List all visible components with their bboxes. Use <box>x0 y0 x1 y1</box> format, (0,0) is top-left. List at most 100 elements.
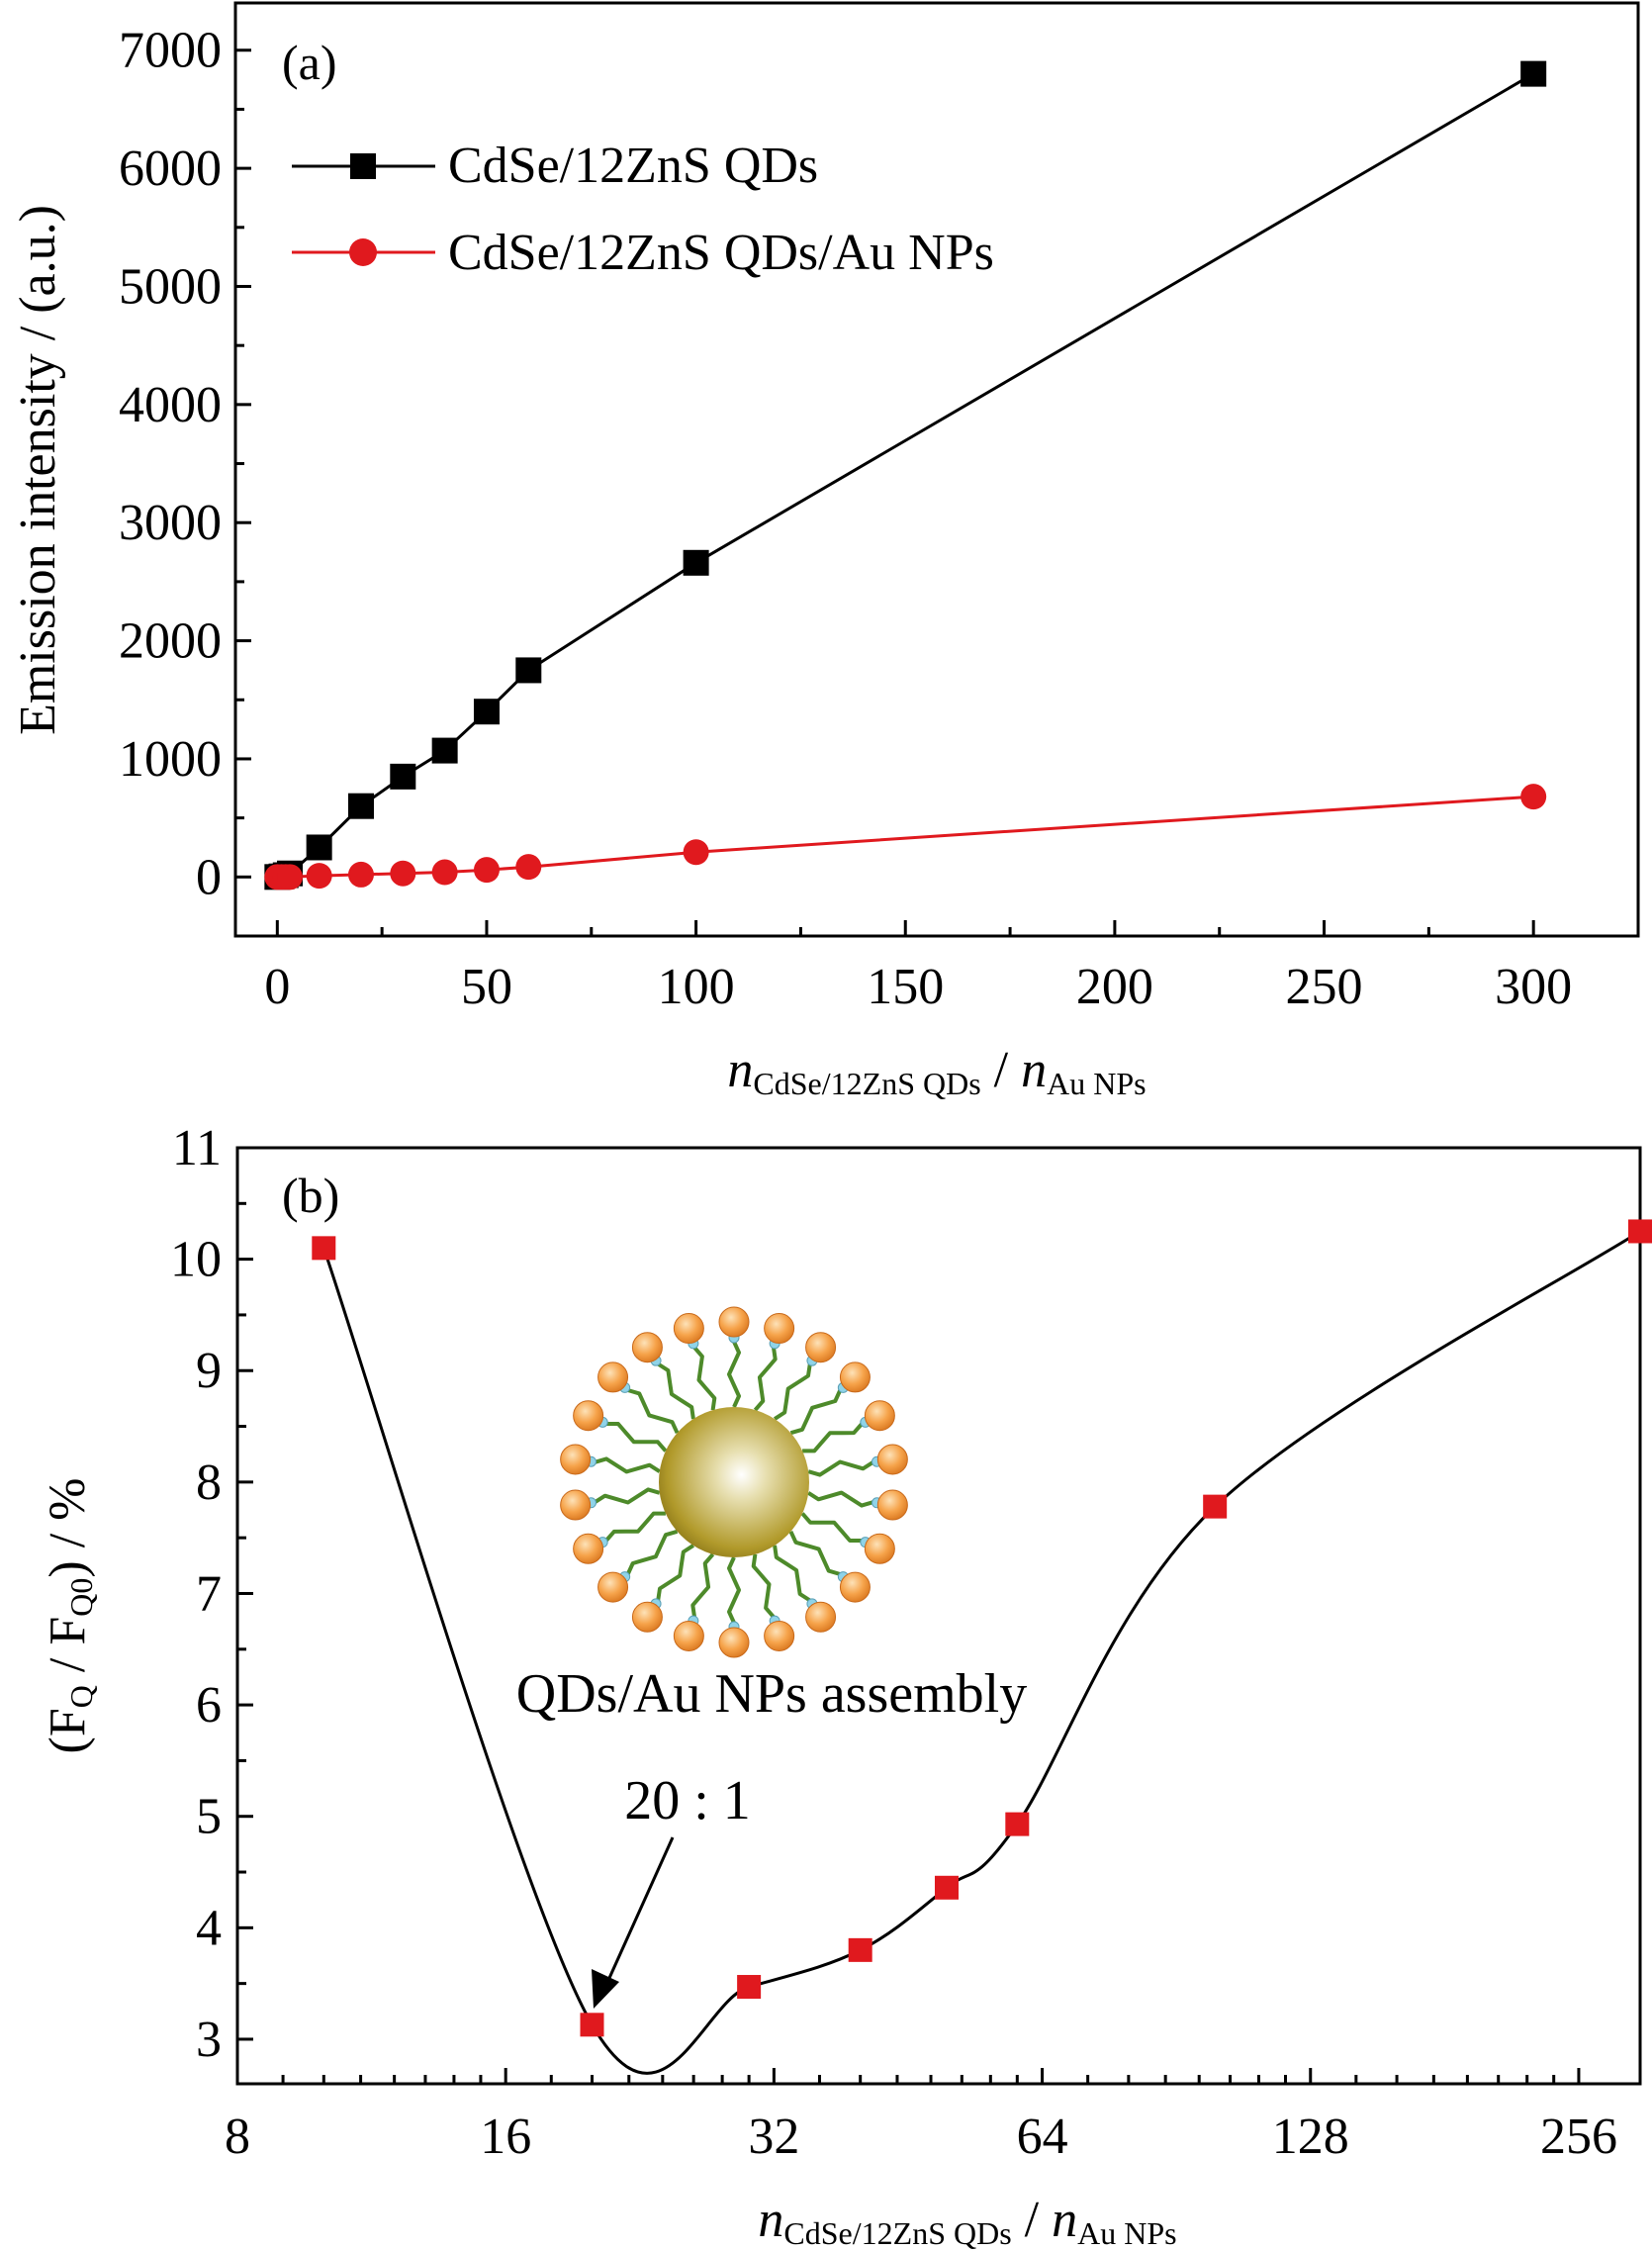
y-tick-label: 0 <box>196 849 222 905</box>
data-point-circle <box>306 863 332 890</box>
gold-nanoparticle <box>659 1407 809 1557</box>
y-tick-label: 3 <box>196 2012 222 2068</box>
ligand-chain <box>753 1347 778 1412</box>
x-tick-label: 32 <box>748 2109 799 2165</box>
panel-b-series <box>312 1219 1652 2075</box>
quantum-dot <box>718 1306 750 1338</box>
x-tick-label: 150 <box>867 959 944 1015</box>
ligand-chain <box>800 1512 863 1543</box>
data-point-square <box>473 699 500 725</box>
ligand-chain <box>605 1422 668 1453</box>
x-tick-label: 50 <box>461 959 512 1015</box>
data-point-circle <box>347 861 374 888</box>
quantum-dot <box>764 1620 795 1651</box>
data-point-square <box>390 763 416 790</box>
quantum-dot <box>573 1400 604 1432</box>
panel-b-label: (b) <box>282 1168 339 1223</box>
y-tick-label: 6 <box>196 1677 222 1734</box>
data-point-square <box>1628 1219 1652 1244</box>
quantum-dot <box>876 1489 908 1521</box>
y-tick-label: 10 <box>170 1232 222 1288</box>
ratio-annotation: 20 : 1 <box>624 1770 751 1831</box>
y-tick-label: 7000 <box>119 23 222 79</box>
data-point-square <box>934 1875 959 1900</box>
data-point-square <box>683 549 709 576</box>
x-tick-label: 16 <box>480 2109 531 2165</box>
x-tick-label: 100 <box>658 959 735 1015</box>
y-tick-label: 7 <box>196 1565 222 1622</box>
data-point-square <box>580 2013 604 2037</box>
ligand-chain <box>774 1363 812 1421</box>
panel-a-series <box>264 60 1547 891</box>
quantum-dot <box>673 1620 704 1651</box>
quantum-dot <box>839 1571 871 1603</box>
panel-a: 0 50 100 150 200 250 3000100020003000400050006… <box>10 1 1640 1101</box>
x-tick-label: 0 <box>264 959 290 1015</box>
x-tick-label: 200 <box>1076 959 1153 1015</box>
data-point-square <box>848 1937 872 1962</box>
legend-label-qds: CdSe/12ZnS QDs <box>448 138 818 194</box>
quantum-dot <box>597 1361 629 1393</box>
data-point-square <box>737 1975 762 2000</box>
quantum-dot <box>573 1533 604 1564</box>
ligand-chain <box>604 1511 666 1543</box>
quantum-dot <box>560 1489 592 1521</box>
data-point-square <box>1005 1812 1030 1836</box>
y-tick-label: 5000 <box>119 258 222 315</box>
panel-a-y-label: Emission intensity / (a.u.) <box>10 205 66 735</box>
quantum-dot <box>631 1332 663 1363</box>
panel-a-legend: CdSe/12ZnS QDs CdSe/12ZnS QDs/Au NPs <box>292 138 994 281</box>
y-tick-label: 5 <box>196 1789 222 1845</box>
panel-b: 8 16 32 64 128 256 3 4 5 6 7 8 9 10 11 (b) (FQ / FQ0) … <box>40 1120 1652 2251</box>
y-tick-label: 3000 <box>119 495 222 551</box>
x-tick-label: 256 <box>1540 2109 1617 2165</box>
x-tick-label: 64 <box>1017 2109 1068 2165</box>
legend-label-qds-au: CdSe/12ZnS QDs/Au NPs <box>448 225 994 281</box>
x-tick-label: 300 <box>1495 959 1572 1015</box>
inset-caption: QDs/Au NPs assembly <box>516 1663 1027 1725</box>
quantum-dot <box>764 1313 795 1345</box>
ligand-chain <box>594 1487 661 1505</box>
quantum-dot <box>673 1313 704 1345</box>
y-tick-label: 2000 <box>119 613 222 670</box>
x-tick-label: 8 <box>225 2109 250 2165</box>
ligand-chain <box>751 1553 776 1619</box>
data-point-circle <box>515 854 542 881</box>
data-point-square <box>1520 60 1547 87</box>
ligand-chain <box>656 1544 694 1601</box>
series-line-2 <box>277 795 1534 879</box>
ligand-chain <box>625 1529 679 1575</box>
quantum-dot <box>597 1571 629 1603</box>
ligand-chain <box>807 1490 874 1508</box>
annotation-arrow-head <box>592 1969 619 2009</box>
data-point-circle <box>683 839 709 866</box>
y-tick-label: 4 <box>196 1900 222 1956</box>
panel-a-label: (a) <box>282 35 337 90</box>
panel-b-y-label: (FQ / FQ0) / % <box>40 1478 99 1754</box>
panel-a-axes: 0 50 100 150 200 250 3000100020003000400050006… <box>119 23 1572 1015</box>
legend-marker-circle <box>349 238 377 266</box>
quantum-dot <box>876 1444 908 1475</box>
panel-a-x-label: nCdSe/12ZnS QDs / nAu NPs <box>727 1042 1146 1101</box>
y-tick-label: 8 <box>196 1454 222 1511</box>
data-point-square <box>515 657 542 684</box>
quantum-dot <box>805 1332 837 1363</box>
ligand-chain <box>807 1459 874 1477</box>
panel-b-x-label: nCdSe/12ZnS QDs / nAu NPs <box>758 2192 1176 2251</box>
ligand-chain <box>789 1389 843 1436</box>
data-point-circle <box>390 860 416 887</box>
quantum-dot <box>560 1444 592 1475</box>
quantum-dot <box>631 1601 663 1633</box>
panel-b-plot-frame <box>235 1146 1642 2086</box>
y-tick-label: 6000 <box>119 141 222 197</box>
series-line-1 <box>277 72 1534 879</box>
legend-marker-square <box>350 153 376 179</box>
data-point-square <box>306 834 332 861</box>
quantum-dot <box>839 1361 871 1393</box>
ligand-chain <box>802 1422 864 1454</box>
ligand-chain <box>690 1552 715 1618</box>
y-tick-label: 1000 <box>119 731 222 788</box>
data-point-square <box>431 737 458 764</box>
ligand-chain <box>773 1545 811 1603</box>
